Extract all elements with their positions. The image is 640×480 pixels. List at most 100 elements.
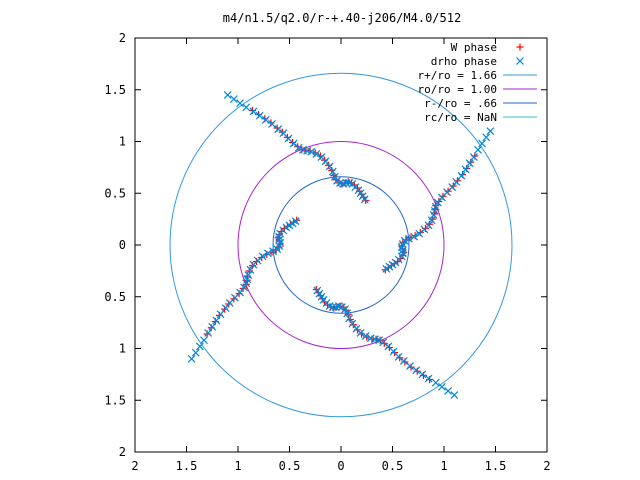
y-tick-label: 1: [119, 135, 126, 149]
y-tick-label: 0.5: [104, 290, 126, 304]
data-point-series-1: [486, 127, 495, 136]
data-point-series-1: [399, 356, 408, 365]
data-point-series-1: [223, 91, 232, 99]
data-point-series-1: [294, 143, 303, 152]
data-point-series-1: [345, 314, 354, 323]
data-point-series-1: [317, 153, 326, 161]
data-point-series-0: [376, 336, 384, 344]
data-point-series-1: [258, 252, 267, 261]
circle-0: [169, 72, 513, 418]
data-point-series-1: [482, 133, 491, 142]
legend-label: ro/ro = 1.00: [418, 83, 497, 96]
data-point-series-1: [249, 107, 258, 116]
circle-2: [272, 176, 410, 314]
data-point-series-1: [400, 236, 409, 245]
data-point-series-1: [398, 249, 407, 258]
data-point-series-0: [298, 146, 306, 154]
data-point-series-1: [263, 249, 272, 258]
data-point-series-1: [229, 95, 238, 103]
legend-label: W phase: [451, 41, 497, 54]
x-tick-label: 0: [337, 459, 344, 473]
data-point-series-1: [195, 342, 204, 351]
legend-label: rc/ro = NaN: [424, 111, 497, 124]
chart-title: m4/n1.5/q2.0/r-+.40-j206/M4.0/512: [223, 11, 461, 25]
data-point-series-1: [312, 149, 321, 158]
data-point-series-1: [325, 162, 334, 171]
data-point-series-1: [343, 309, 352, 318]
data-point-series-1: [424, 221, 433, 230]
y-tick-label: 0.5: [104, 186, 126, 200]
data-point-series-1: [469, 153, 478, 161]
y-tick-label: 1.5: [104, 393, 126, 407]
data-point-series-1: [246, 265, 255, 274]
data-point-series-1: [361, 332, 370, 341]
data-point-series-1: [448, 183, 457, 191]
axis-ticks: 2 1.5 1 0.5 0 0.5 1 1.5 221.510.500.511.52: [104, 31, 550, 473]
data-point-series-1: [191, 348, 200, 357]
data-point-series-1: [406, 362, 414, 371]
data-point-series-1: [457, 171, 466, 180]
x-tick-label: 2: [543, 459, 550, 473]
data-point-series-1: [465, 159, 474, 168]
data-point-series-1: [328, 167, 337, 176]
data-point-series-1: [249, 260, 258, 269]
data-point-series-1: [216, 310, 225, 319]
data-point-series-1: [444, 387, 453, 395]
data-point-series-1: [415, 229, 424, 238]
circle-1: [237, 141, 445, 349]
data-point-series-1: [255, 111, 264, 120]
data-point-series-1: [298, 145, 307, 154]
data-point-series-1: [452, 177, 461, 186]
data-point-series-1: [242, 279, 251, 288]
data-point-series-1: [461, 165, 470, 174]
data-point-series-1: [274, 125, 283, 134]
data-point-series-1: [268, 119, 276, 128]
data-point-series-1: [450, 391, 459, 399]
data-point-series-1: [328, 303, 337, 312]
data-point-series-1: [431, 202, 440, 211]
data-point-series-0: [432, 202, 440, 210]
x-tick-label: 1: [440, 459, 447, 473]
x-tick-label: 1: [234, 459, 241, 473]
data-point-series-1: [225, 299, 234, 307]
data-points: [187, 91, 495, 399]
legend-marker: [516, 57, 524, 65]
data-point-series-1: [394, 352, 403, 361]
data-point-series-1: [200, 336, 208, 345]
data-point-series-1: [375, 336, 384, 345]
x-tick-label: 1.5: [176, 459, 198, 473]
data-point-series-1: [412, 366, 421, 375]
data-point-series-1: [379, 338, 388, 347]
x-tick-label: 1.5: [485, 459, 507, 473]
x-tick-label: 0.5: [382, 459, 404, 473]
data-point-series-1: [424, 374, 433, 383]
data-point-series-1: [427, 216, 436, 225]
data-point-series-1: [341, 305, 350, 314]
data-point-series-1: [478, 139, 487, 148]
data-point-series-1: [208, 322, 217, 331]
data-point-series-1: [356, 329, 365, 337]
y-tick-label: 1.5: [104, 83, 126, 97]
data-point-series-1: [242, 103, 251, 112]
reference-circles: [169, 72, 513, 418]
data-point-series-1: [330, 172, 339, 181]
y-tick-label: 2: [119, 31, 126, 45]
data-point-series-1: [187, 354, 196, 363]
y-tick-label: 2: [119, 445, 126, 459]
data-point-series-1: [332, 176, 341, 185]
data-point-series-1: [410, 232, 419, 241]
data-point-series-1: [405, 234, 413, 243]
legend-label: r+/ro = 1.66: [418, 69, 497, 82]
data-point-series-1: [236, 99, 244, 108]
data-point-series-1: [345, 178, 354, 187]
data-point-series-1: [273, 245, 282, 254]
data-point-series-1: [431, 378, 440, 387]
data-point-series-1: [433, 198, 442, 207]
legend-label: drho phase: [431, 55, 497, 68]
y-tick-label: 0: [119, 238, 126, 252]
data-point-series-0: [242, 280, 250, 288]
data-point-series-1: [212, 316, 221, 325]
data-point-series-1: [261, 115, 270, 124]
